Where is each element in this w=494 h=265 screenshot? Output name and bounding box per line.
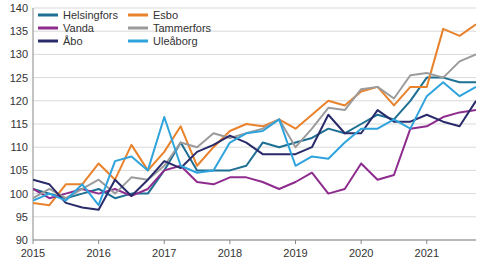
legend-label: Tammerfors xyxy=(153,22,212,34)
y-tick-label: 100 xyxy=(10,188,28,200)
grid-line xyxy=(33,240,476,241)
grid-line xyxy=(33,216,476,217)
y-tick-label: 115 xyxy=(10,118,28,130)
x-tick-label: 2017 xyxy=(152,247,176,259)
x-tick xyxy=(295,240,296,244)
legend-swatch xyxy=(38,27,58,30)
legend-label: Helsingfors xyxy=(63,9,119,21)
series-line xyxy=(33,110,476,198)
legend-label: Vanda xyxy=(63,22,95,34)
legend-swatch xyxy=(38,40,58,43)
x-tick-label: 2019 xyxy=(283,247,307,259)
grid-line xyxy=(33,54,476,55)
legend: Helsingfors Esbo Vanda Tammerfors Åbo Uleåbor… xyxy=(38,9,212,47)
x-axis xyxy=(33,240,476,241)
legend-label: Uleåborg xyxy=(153,35,198,47)
x-tick-label: 2015 xyxy=(21,247,45,259)
series-line xyxy=(33,101,476,210)
x-tick xyxy=(33,240,34,244)
series-line xyxy=(33,82,476,205)
legend-swatch xyxy=(128,14,148,17)
y-tick-label: 95 xyxy=(16,211,28,223)
y-tick-label: 130 xyxy=(10,48,28,60)
x-tick xyxy=(229,240,230,244)
y-tick-label: 135 xyxy=(10,25,28,37)
legend-label: Åbo xyxy=(63,35,83,47)
x-tick-label: 2018 xyxy=(218,247,242,259)
x-tick-label: 2021 xyxy=(415,247,439,259)
legend-swatch xyxy=(38,14,58,17)
y-tick-label: 110 xyxy=(10,141,28,153)
y-tick-label: 120 xyxy=(10,95,28,107)
x-tick xyxy=(164,240,165,244)
y-axis xyxy=(33,8,34,240)
x-tick xyxy=(426,240,427,244)
series-line xyxy=(33,54,476,198)
x-tick xyxy=(361,240,362,244)
legend-swatch xyxy=(128,40,148,43)
y-tick-label: 125 xyxy=(10,72,28,84)
y-tick-label: 140 xyxy=(10,2,28,14)
chart: 90 95 100 105 110 115 120 125 130 135 140 2015 2016 2… xyxy=(0,0,494,265)
plot-area xyxy=(33,24,476,210)
x-tick-label: 2016 xyxy=(86,247,110,259)
grid-line xyxy=(33,31,476,32)
x-tick xyxy=(98,240,99,244)
x-tick-label: 2020 xyxy=(349,247,373,259)
y-tick-label: 105 xyxy=(10,164,28,176)
legend-swatch xyxy=(128,27,148,30)
series-line xyxy=(33,24,476,205)
legend-label: Esbo xyxy=(153,9,178,21)
y-tick-label: 90 xyxy=(16,234,28,246)
grid-line xyxy=(33,170,476,171)
